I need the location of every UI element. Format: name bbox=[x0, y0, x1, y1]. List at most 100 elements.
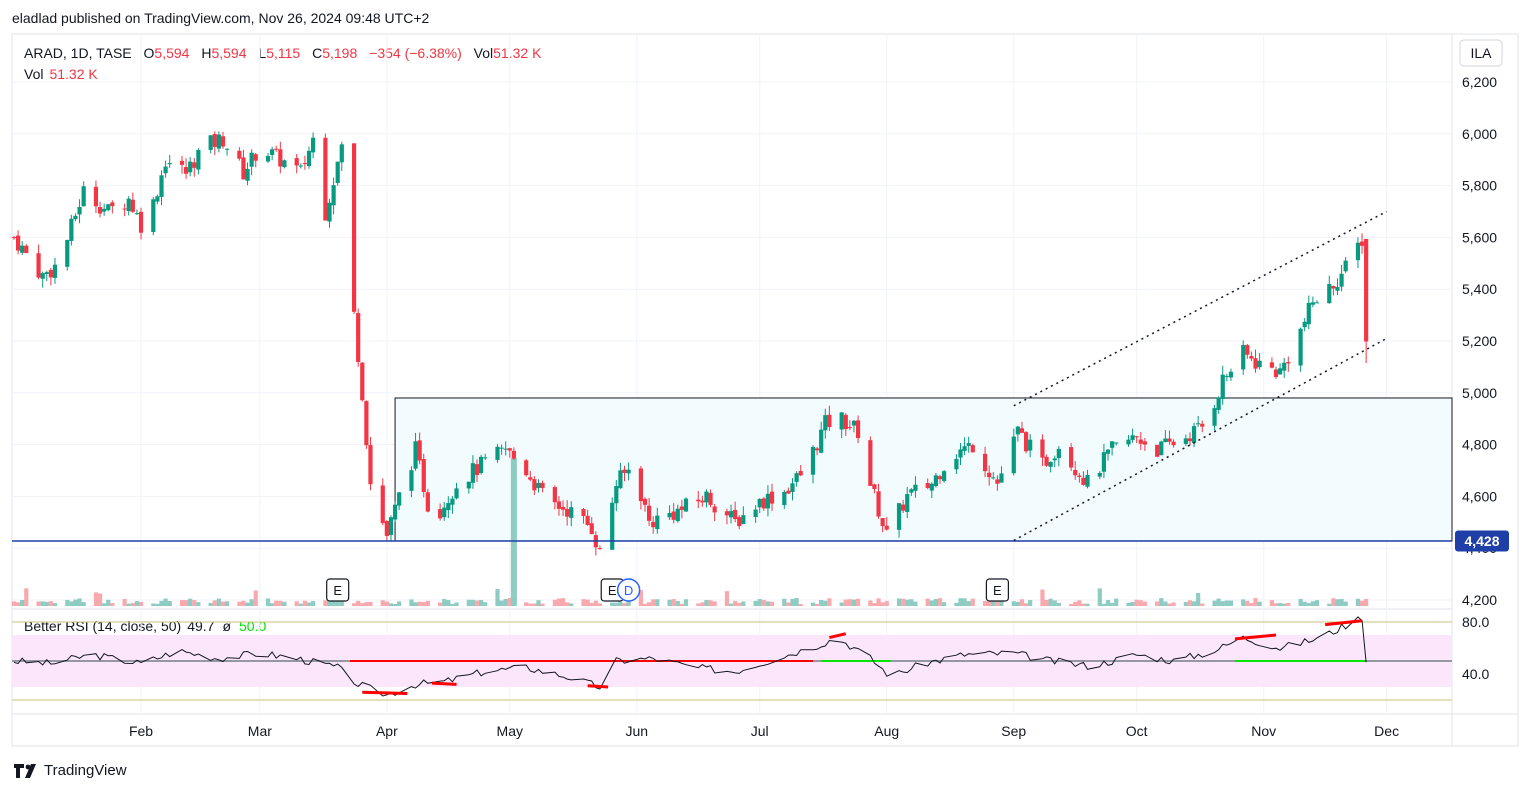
candle-body bbox=[995, 479, 1000, 484]
volume-bar bbox=[642, 603, 648, 606]
candle-body bbox=[249, 152, 254, 167]
candle-body bbox=[454, 488, 459, 499]
candle-body bbox=[1310, 302, 1315, 305]
candle-body bbox=[278, 149, 283, 167]
candle-body bbox=[298, 165, 303, 167]
volume-bar bbox=[216, 598, 221, 606]
chart-frame bbox=[11, 33, 1519, 747]
candle-body bbox=[1253, 358, 1258, 369]
last-price-tag[interactable]: 4,428 bbox=[1455, 530, 1509, 552]
candle-body bbox=[1196, 423, 1201, 425]
tradingview-logo[interactable]: TradingView bbox=[14, 762, 127, 779]
candle-body bbox=[958, 449, 963, 458]
candle-body bbox=[470, 463, 476, 483]
candle-body bbox=[40, 273, 45, 279]
candle-body bbox=[245, 168, 250, 181]
volume-bar bbox=[356, 600, 361, 606]
earnings-marker[interactable]: E bbox=[985, 578, 1009, 602]
candle-body bbox=[769, 491, 775, 504]
volume-bar bbox=[1335, 599, 1340, 606]
volume-bar bbox=[696, 603, 701, 606]
candle-body bbox=[876, 491, 881, 517]
earnings-marker[interactable]: E bbox=[326, 578, 350, 602]
volume-bar bbox=[1331, 598, 1336, 606]
last-volume-bar bbox=[1364, 599, 1369, 606]
volume-bar bbox=[442, 598, 447, 606]
volume-bar bbox=[884, 601, 889, 606]
volume-bar bbox=[679, 603, 684, 606]
volume-bar bbox=[761, 599, 766, 606]
currency-button[interactable] bbox=[1459, 39, 1503, 67]
low-value: 5,115 bbox=[266, 45, 301, 61]
symbol-label[interactable]: ARAD, 1D, TASE bbox=[24, 45, 132, 61]
volume-bar bbox=[454, 602, 459, 606]
volume-bar bbox=[196, 602, 201, 606]
candle-body bbox=[1056, 448, 1061, 459]
candle-body bbox=[839, 412, 844, 430]
volume-bar bbox=[380, 600, 385, 606]
volume-bar bbox=[425, 600, 430, 606]
candle-body bbox=[610, 502, 615, 550]
volume-legend-value: 51.32 K bbox=[49, 66, 98, 82]
candle-body bbox=[1282, 362, 1287, 371]
candle-body bbox=[97, 207, 103, 214]
volume-bar bbox=[569, 603, 574, 606]
candle-body bbox=[737, 517, 742, 527]
channel-upper-line[interactable] bbox=[1013, 210, 1387, 407]
candle-body bbox=[999, 473, 1004, 483]
time-tick-label: Aug bbox=[874, 723, 899, 739]
candle-body bbox=[36, 253, 41, 278]
candle-body bbox=[1101, 452, 1107, 472]
volume-bar bbox=[126, 603, 131, 606]
candle-body bbox=[651, 521, 656, 528]
candle-body bbox=[1355, 242, 1361, 261]
candle-body bbox=[380, 485, 385, 523]
rsi-extreme-segment bbox=[829, 632, 847, 640]
volume-bar bbox=[323, 600, 328, 606]
candle-body bbox=[163, 166, 168, 174]
volume-bar bbox=[450, 603, 455, 606]
candle-body bbox=[52, 264, 58, 278]
volume-bar bbox=[392, 603, 398, 606]
candle-body bbox=[106, 204, 111, 211]
candle-body bbox=[93, 186, 99, 207]
volume-bar bbox=[212, 600, 217, 606]
candle-body bbox=[696, 499, 701, 502]
volume-bar bbox=[1171, 602, 1176, 606]
candle-body bbox=[819, 429, 824, 453]
candle-body bbox=[1155, 444, 1160, 457]
volume-bar bbox=[1257, 601, 1262, 606]
candle-body bbox=[474, 464, 480, 476]
time-tick-label: Mar bbox=[248, 723, 272, 739]
volume-bar bbox=[1130, 601, 1135, 606]
candle-body bbox=[1298, 328, 1303, 366]
candle-body bbox=[642, 498, 648, 505]
candle-body bbox=[733, 509, 738, 520]
volume-bar bbox=[93, 592, 99, 606]
high-value: 5,594 bbox=[211, 45, 247, 61]
earnings-badge bbox=[326, 578, 350, 602]
volume-bar bbox=[683, 599, 689, 606]
volume-bar bbox=[1110, 602, 1115, 606]
candle-body bbox=[982, 453, 988, 472]
volume-bar bbox=[1015, 601, 1020, 606]
dividend-marker[interactable]: D bbox=[616, 578, 641, 602]
volume-bar bbox=[1298, 598, 1303, 606]
candle-body bbox=[392, 504, 398, 520]
candle-body bbox=[1228, 371, 1234, 378]
volume-bar bbox=[851, 599, 857, 606]
candle-body bbox=[1302, 321, 1307, 328]
volume-bar bbox=[1216, 598, 1221, 606]
volume-bar bbox=[794, 598, 799, 606]
volume-bar bbox=[786, 602, 791, 606]
range-box[interactable] bbox=[394, 397, 1453, 542]
volume-bar bbox=[1183, 602, 1188, 606]
candle-body bbox=[77, 207, 82, 215]
candle-body bbox=[585, 515, 590, 525]
candle-body bbox=[479, 456, 484, 474]
candle-body bbox=[937, 476, 943, 480]
candle-body bbox=[589, 523, 594, 535]
candle-body bbox=[1331, 286, 1336, 289]
candle-body bbox=[208, 135, 213, 150]
